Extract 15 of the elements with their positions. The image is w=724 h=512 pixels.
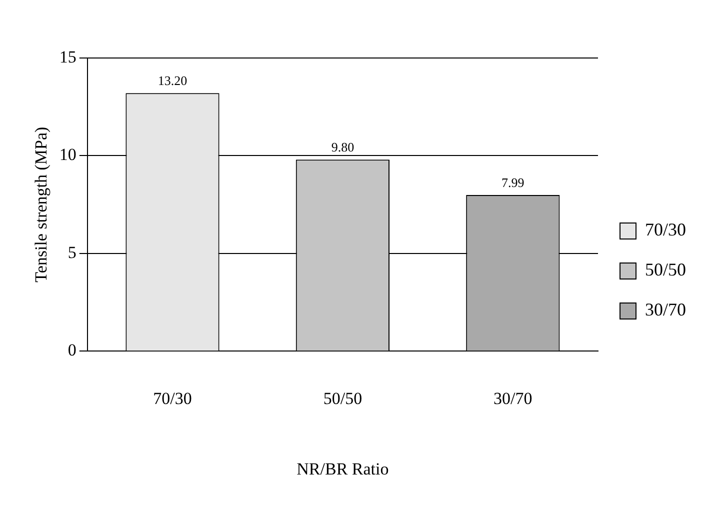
data-label: 9.80 — [331, 140, 354, 155]
data-label: 7.99 — [502, 174, 524, 190]
data-label: 13.20 — [158, 73, 188, 88]
x-tick-label: 50/50 — [323, 388, 362, 408]
y-tick-label: 10 — [59, 145, 76, 164]
y-tick-label: 15 — [59, 47, 76, 66]
legend-label: 30/70 — [645, 300, 686, 320]
y-tick-label: 5 — [68, 242, 76, 262]
x-tick-label: 30/70 — [494, 388, 532, 408]
legend-label: 50/50 — [645, 260, 686, 280]
x-tick-label: 70/30 — [153, 388, 192, 408]
legend-label: 70/30 — [645, 220, 686, 240]
y-axis-title: Tensile strength (MPa) — [32, 126, 51, 282]
x-axis-title: NR/BR Ratio — [296, 459, 389, 478]
y-tick-label: 0 — [68, 340, 76, 360]
